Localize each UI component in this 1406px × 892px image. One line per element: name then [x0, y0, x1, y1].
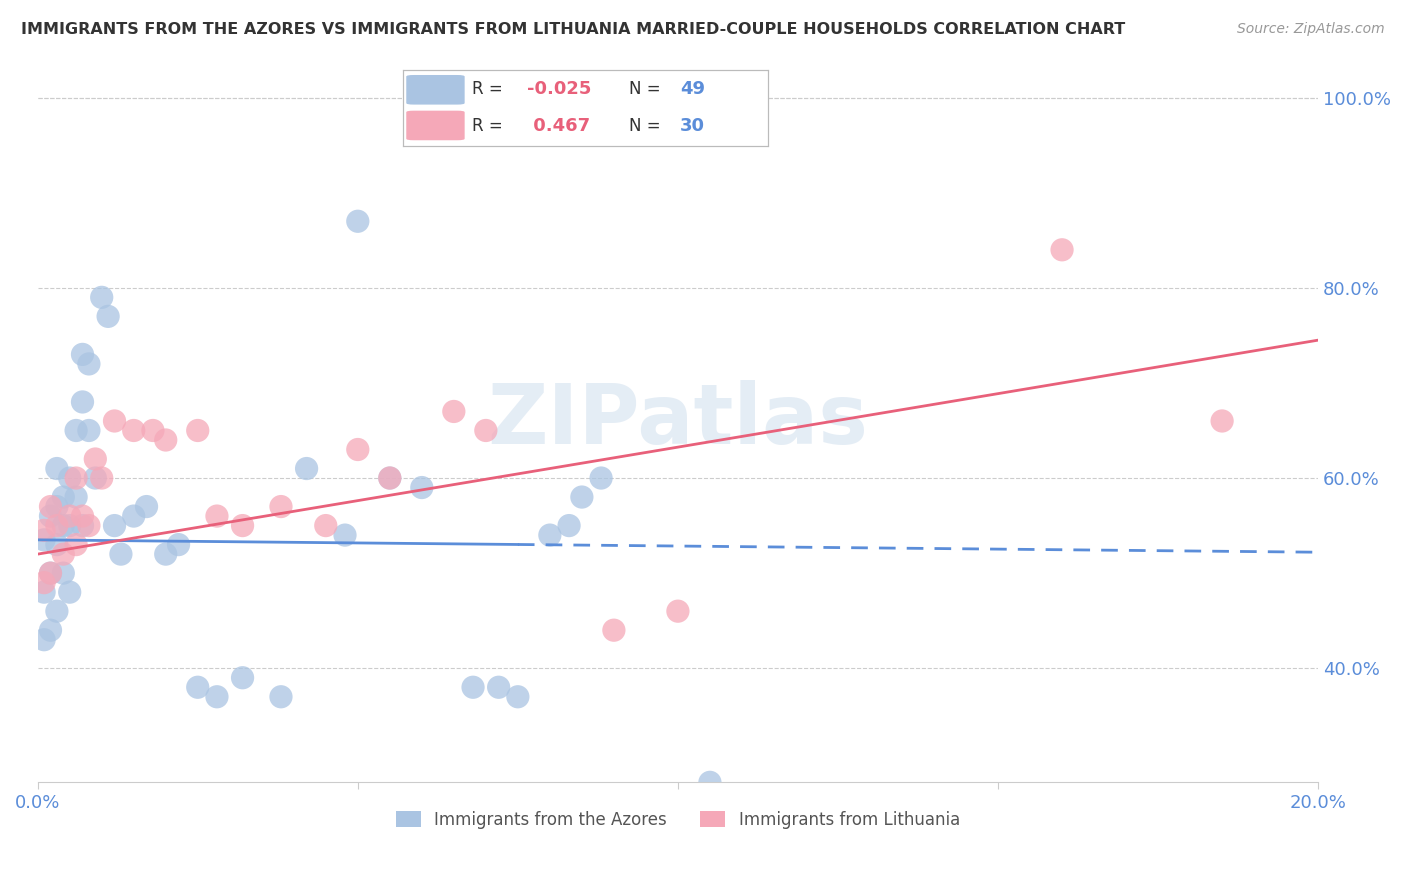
Point	[205, 690, 228, 704]
Point	[378, 471, 401, 485]
Point	[72, 395, 94, 409]
Point	[155, 547, 177, 561]
Point	[488, 680, 510, 694]
Point	[52, 547, 75, 561]
Legend: Immigrants from the Azores, Immigrants from Lithuania: Immigrants from the Azores, Immigrants f…	[389, 804, 966, 836]
Point	[52, 566, 75, 581]
Point	[110, 547, 132, 561]
Point	[39, 500, 62, 514]
Point	[84, 471, 107, 485]
Point	[52, 518, 75, 533]
Point	[32, 575, 55, 590]
Point	[72, 347, 94, 361]
Point	[232, 671, 254, 685]
Point	[443, 404, 465, 418]
Point	[603, 623, 626, 637]
Point	[65, 490, 87, 504]
Text: Source: ZipAtlas.com: Source: ZipAtlas.com	[1237, 22, 1385, 37]
Point	[45, 518, 67, 533]
Point	[270, 690, 292, 704]
Point	[45, 500, 67, 514]
Point	[39, 566, 62, 581]
Point	[142, 424, 165, 438]
Text: ZIPatlas: ZIPatlas	[488, 381, 869, 461]
Point	[378, 471, 401, 485]
Point	[72, 509, 94, 524]
Point	[270, 500, 292, 514]
Point	[666, 604, 689, 618]
Point	[506, 690, 529, 704]
Point	[187, 680, 209, 694]
Point	[122, 509, 145, 524]
Text: IMMIGRANTS FROM THE AZORES VS IMMIGRANTS FROM LITHUANIA MARRIED-COUPLE HOUSEHOLD: IMMIGRANTS FROM THE AZORES VS IMMIGRANTS…	[21, 22, 1125, 37]
Point	[77, 518, 100, 533]
Point	[65, 538, 87, 552]
Point	[32, 524, 55, 538]
Point	[59, 518, 82, 533]
Point	[315, 518, 337, 533]
Point	[571, 490, 593, 504]
Point	[411, 481, 433, 495]
Point	[59, 509, 82, 524]
Point	[232, 518, 254, 533]
Point	[591, 471, 613, 485]
Point	[45, 461, 67, 475]
Point	[1050, 243, 1073, 257]
Point	[77, 357, 100, 371]
Point	[32, 632, 55, 647]
Point	[32, 533, 55, 547]
Point	[45, 604, 67, 618]
Point	[1211, 414, 1233, 428]
Point	[52, 490, 75, 504]
Point	[135, 500, 157, 514]
Point	[475, 424, 498, 438]
Point	[59, 585, 82, 599]
Point	[32, 585, 55, 599]
Point	[346, 442, 368, 457]
Point	[45, 538, 67, 552]
Point	[205, 509, 228, 524]
Point	[538, 528, 561, 542]
Point	[65, 471, 87, 485]
Point	[155, 433, 177, 447]
Point	[84, 452, 107, 467]
Point	[90, 290, 112, 304]
Point	[167, 538, 190, 552]
Point	[72, 518, 94, 533]
Point	[77, 424, 100, 438]
Point	[39, 509, 62, 524]
Point	[90, 471, 112, 485]
Point	[333, 528, 356, 542]
Point	[187, 424, 209, 438]
Point	[122, 424, 145, 438]
Point	[295, 461, 318, 475]
Point	[39, 623, 62, 637]
Point	[39, 566, 62, 581]
Point	[461, 680, 484, 694]
Point	[103, 414, 125, 428]
Point	[103, 518, 125, 533]
Point	[699, 775, 721, 789]
Point	[346, 214, 368, 228]
Point	[97, 310, 120, 324]
Point	[59, 471, 82, 485]
Point	[65, 424, 87, 438]
Point	[558, 518, 581, 533]
